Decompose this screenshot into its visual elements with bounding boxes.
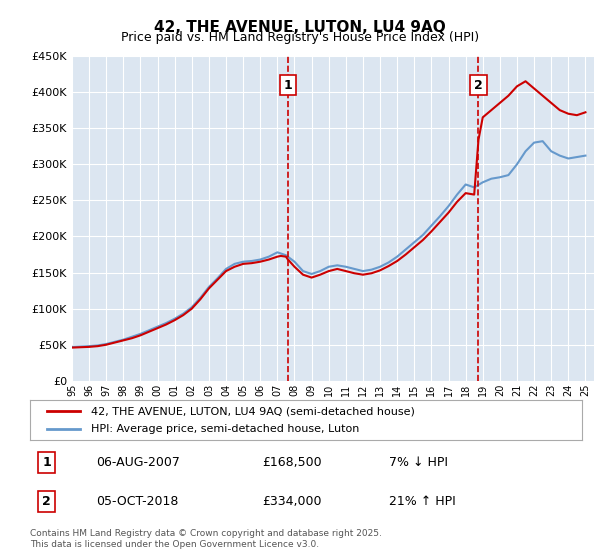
Text: 05-OCT-2018: 05-OCT-2018 [96,495,179,508]
Text: 2: 2 [42,495,51,508]
Text: £168,500: £168,500 [262,456,322,469]
Text: HPI: Average price, semi-detached house, Luton: HPI: Average price, semi-detached house,… [91,423,359,433]
Text: 06-AUG-2007: 06-AUG-2007 [96,456,180,469]
Text: 21% ↑ HPI: 21% ↑ HPI [389,495,455,508]
Text: 42, THE AVENUE, LUTON, LU4 9AQ (semi-detached house): 42, THE AVENUE, LUTON, LU4 9AQ (semi-det… [91,407,415,417]
Text: 1: 1 [42,456,51,469]
Text: 1: 1 [283,79,292,92]
Text: 42, THE AVENUE, LUTON, LU4 9AQ: 42, THE AVENUE, LUTON, LU4 9AQ [154,20,446,35]
Text: 2: 2 [474,79,483,92]
Text: 7% ↓ HPI: 7% ↓ HPI [389,456,448,469]
Text: £334,000: £334,000 [262,495,322,508]
Text: Price paid vs. HM Land Registry's House Price Index (HPI): Price paid vs. HM Land Registry's House … [121,31,479,44]
Text: Contains HM Land Registry data © Crown copyright and database right 2025.
This d: Contains HM Land Registry data © Crown c… [30,529,382,549]
